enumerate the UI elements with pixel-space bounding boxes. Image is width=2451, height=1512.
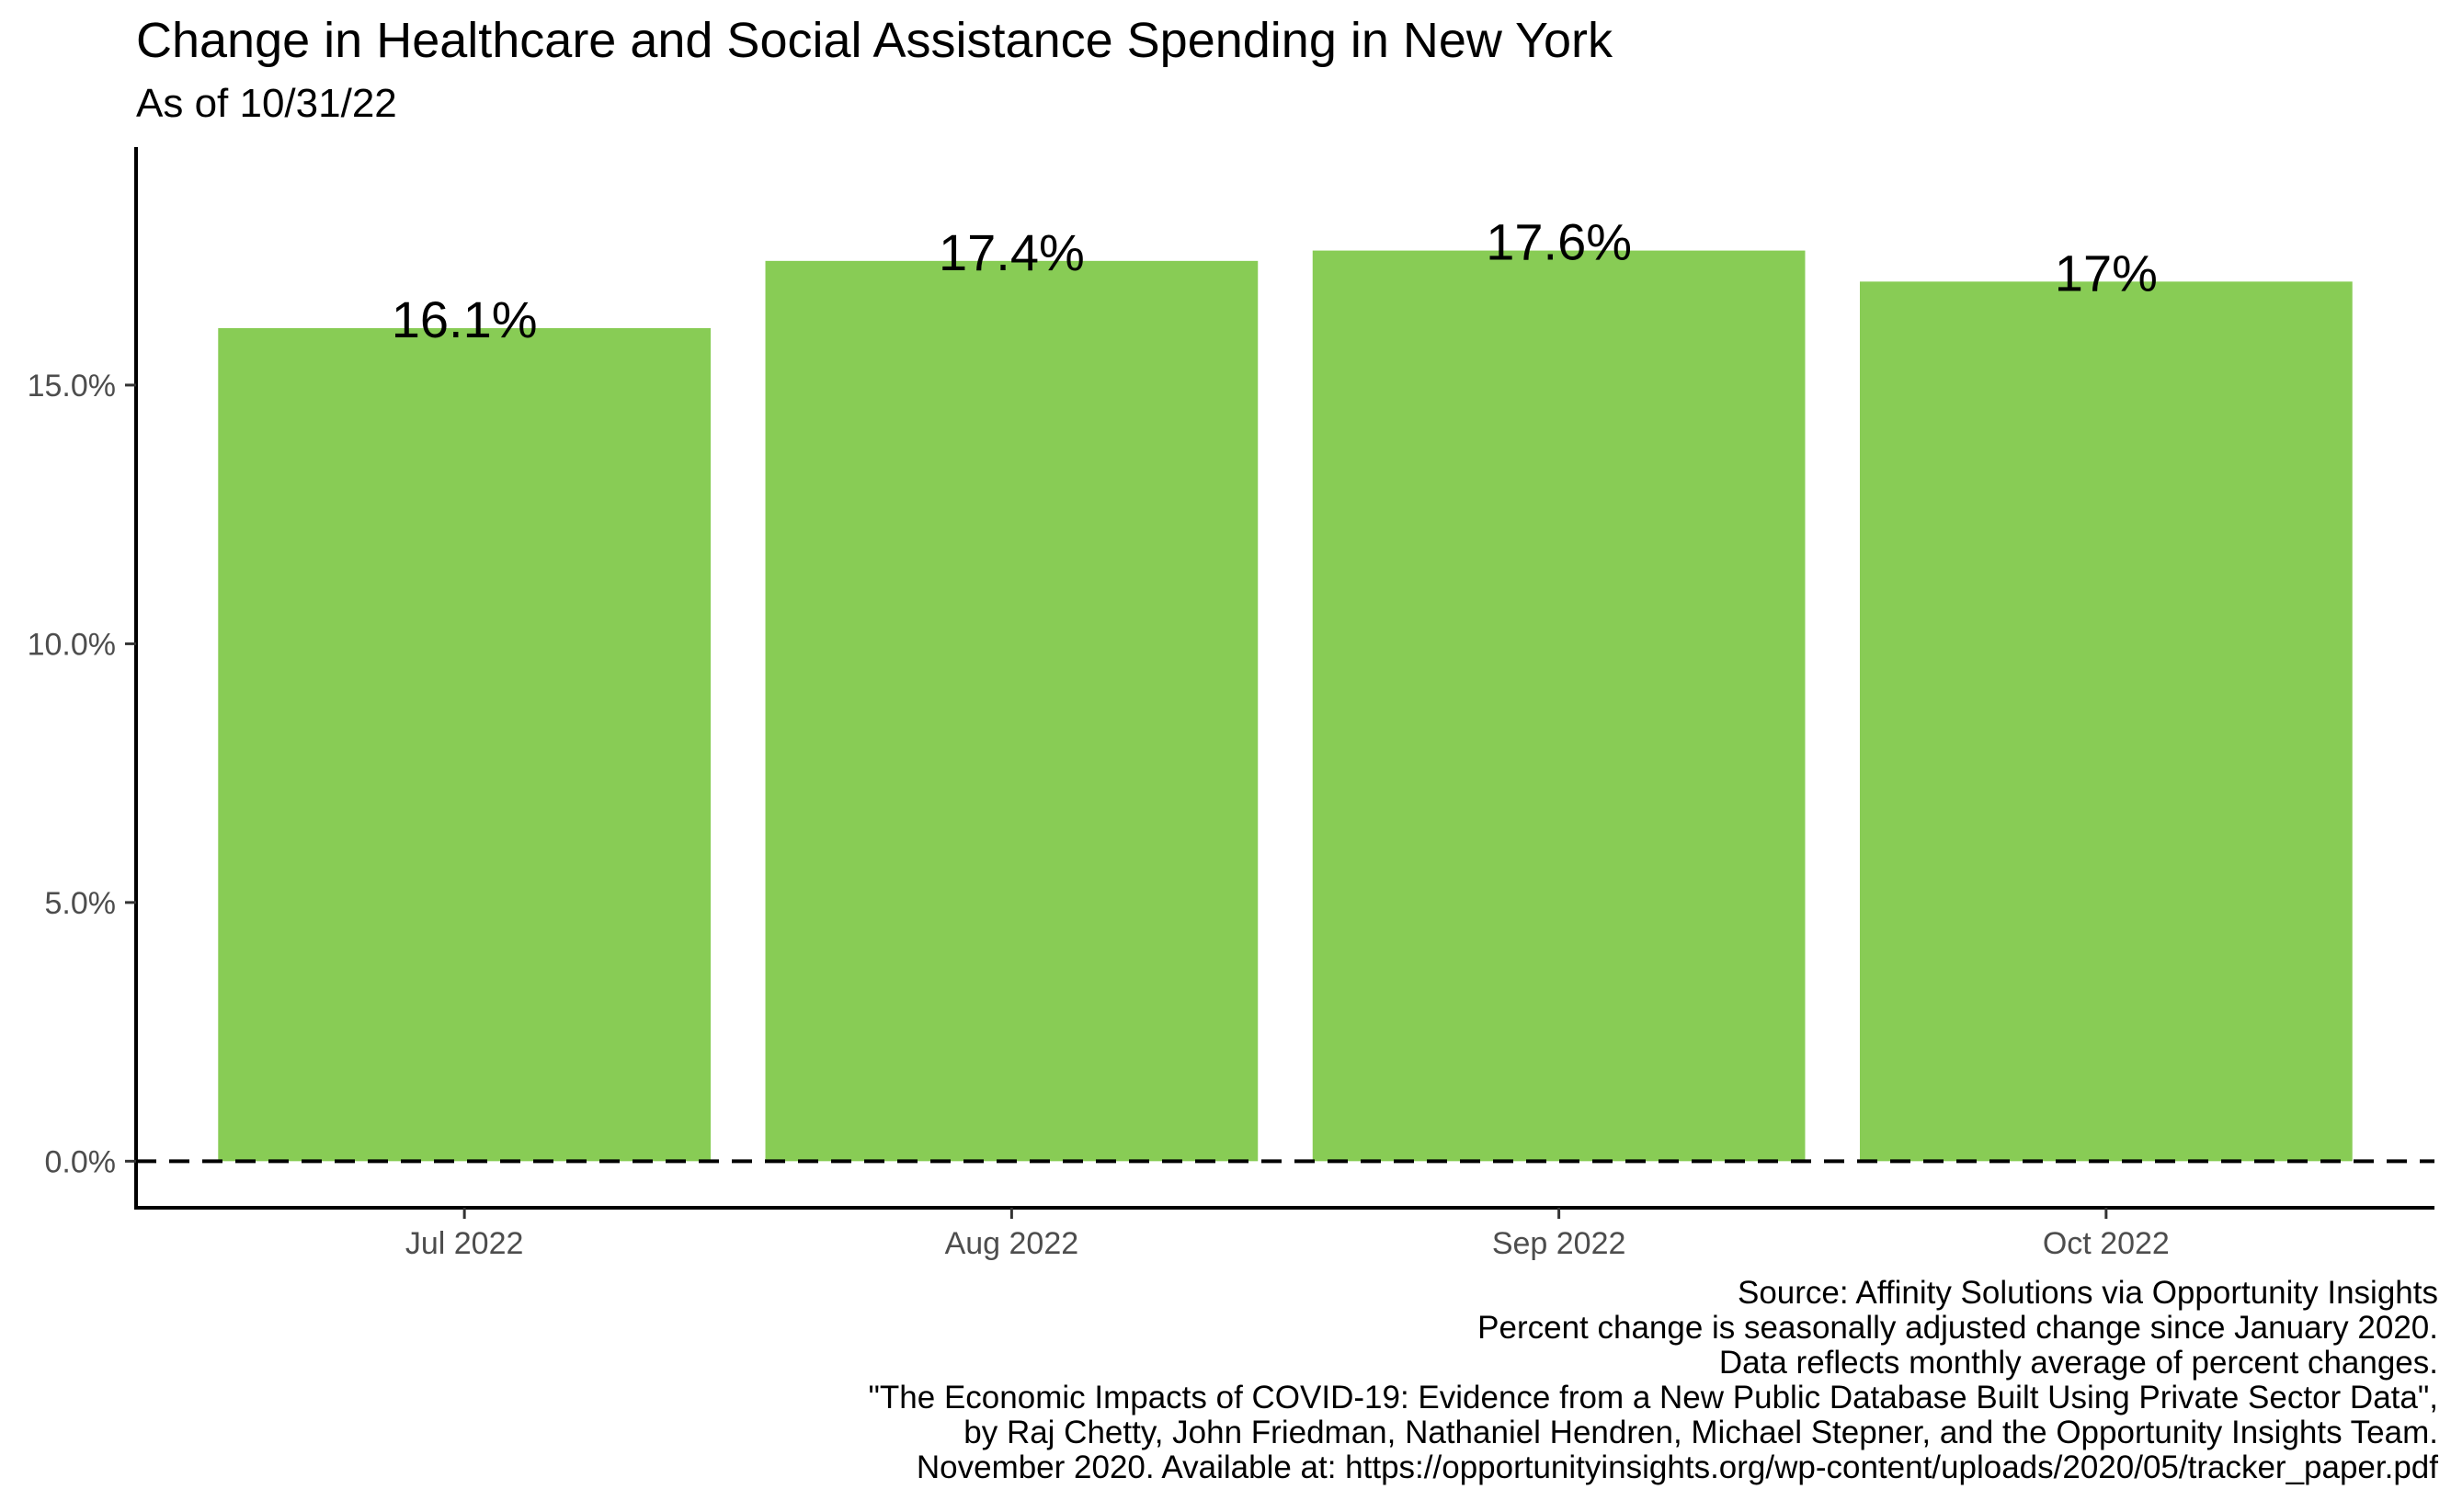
- bars-group: [218, 250, 2353, 1162]
- bar-jul-2022: [218, 328, 712, 1162]
- x-tick-label: Sep 2022: [1492, 1226, 1626, 1261]
- y-tick-label: 15.0%: [28, 369, 116, 404]
- x-tick-label: Jul 2022: [405, 1226, 524, 1261]
- caption-line: November 2020. Available at: https://opp…: [916, 1449, 2438, 1485]
- bar-value-label: 16.1%: [392, 290, 538, 348]
- y-tick-label: 10.0%: [28, 627, 116, 662]
- bar-oct-2022: [1860, 281, 2353, 1162]
- x-tick-label: Oct 2022: [2043, 1226, 2170, 1261]
- bar-chart: 16.1% 17.4% 17.6% 17% 0.0% 5.0% 10.0% 15.0% Ju…: [28, 147, 2434, 1261]
- chart-caption: Source: Affinity Solutions via Opportuni…: [869, 1276, 2439, 1485]
- x-tick-label: Aug 2022: [945, 1226, 1079, 1261]
- caption-line: by Raj Chetty, John Friedman, Nathaniel …: [963, 1415, 2438, 1450]
- bar-sep-2022: [1312, 250, 1806, 1162]
- bar-aug-2022: [765, 260, 1259, 1162]
- x-axis-ticks: Jul 2022 Aug 2022 Sep 2022 Oct 2022: [405, 1208, 2170, 1261]
- y-axis-ticks: 0.0% 5.0% 10.0% 15.0%: [28, 369, 136, 1179]
- caption-line: Percent change is seasonally adjusted ch…: [1477, 1310, 2438, 1346]
- chart-title: Change in Healthcare and Social Assistan…: [136, 13, 1613, 68]
- bar-value-label: 17%: [2055, 244, 2158, 301]
- y-tick-label: 0.0%: [45, 1144, 117, 1179]
- y-tick-label: 5.0%: [45, 886, 117, 921]
- caption-line: Data reflects monthly average of percent…: [1718, 1345, 2438, 1381]
- bar-value-label: 17.4%: [939, 223, 1085, 281]
- chart-subtitle: As of 10/31/22: [136, 81, 397, 126]
- bar-labels-group: 16.1% 17.4% 17.6% 17%: [392, 213, 2158, 348]
- caption-line: Source: Affinity Solutions via Opportuni…: [1738, 1275, 2438, 1311]
- bar-value-label: 17.6%: [1486, 213, 1632, 271]
- caption-line: "The Economic Impacts of COVID-19: Evide…: [868, 1380, 2439, 1415]
